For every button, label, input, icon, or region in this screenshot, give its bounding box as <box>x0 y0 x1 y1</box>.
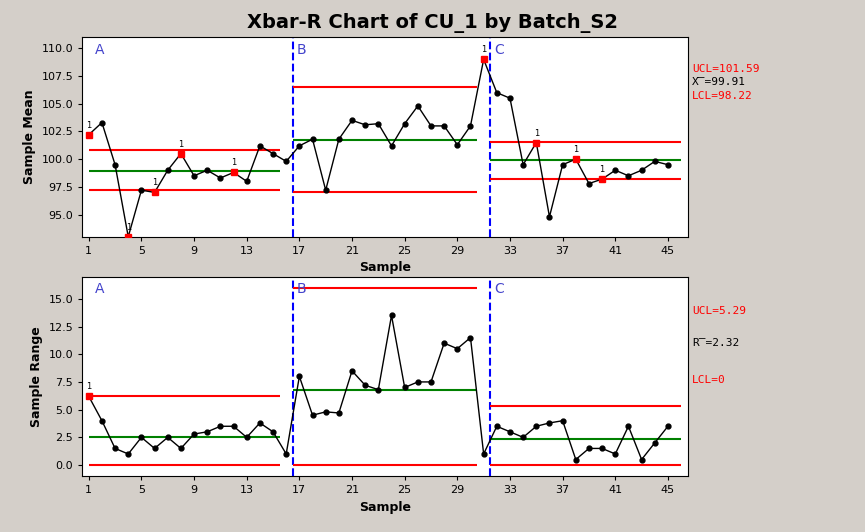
Text: C: C <box>494 282 504 296</box>
Text: A: A <box>95 282 105 296</box>
Text: LCL=98.22: LCL=98.22 <box>692 91 753 101</box>
Text: UCL=5.29: UCL=5.29 <box>692 306 746 316</box>
Text: X̅=99.91: X̅=99.91 <box>692 78 746 87</box>
Y-axis label: Sample Range: Sample Range <box>29 326 43 427</box>
Text: LCL=0: LCL=0 <box>692 376 726 385</box>
Text: R̅=2.32: R̅=2.32 <box>692 338 740 348</box>
Text: 1: 1 <box>178 139 183 148</box>
X-axis label: Sample: Sample <box>359 261 411 275</box>
Text: B: B <box>297 282 306 296</box>
Text: B: B <box>297 43 306 57</box>
Y-axis label: Sample Mean: Sample Mean <box>22 90 35 184</box>
Text: 1: 1 <box>86 121 92 130</box>
Text: 1: 1 <box>125 223 131 232</box>
Text: A: A <box>95 43 105 57</box>
Text: 1: 1 <box>231 159 236 168</box>
X-axis label: Sample: Sample <box>359 501 411 514</box>
Text: 1: 1 <box>481 45 486 54</box>
Text: 1: 1 <box>86 383 92 392</box>
Text: 1: 1 <box>152 178 157 187</box>
Text: UCL=101.59: UCL=101.59 <box>692 64 759 74</box>
Text: Xbar-R Chart of CU_1 by Batch_S2: Xbar-R Chart of CU_1 by Batch_S2 <box>247 13 618 34</box>
Text: 1: 1 <box>534 129 539 138</box>
Text: 1: 1 <box>599 165 605 174</box>
Text: 1: 1 <box>573 145 579 154</box>
Text: C: C <box>494 43 504 57</box>
